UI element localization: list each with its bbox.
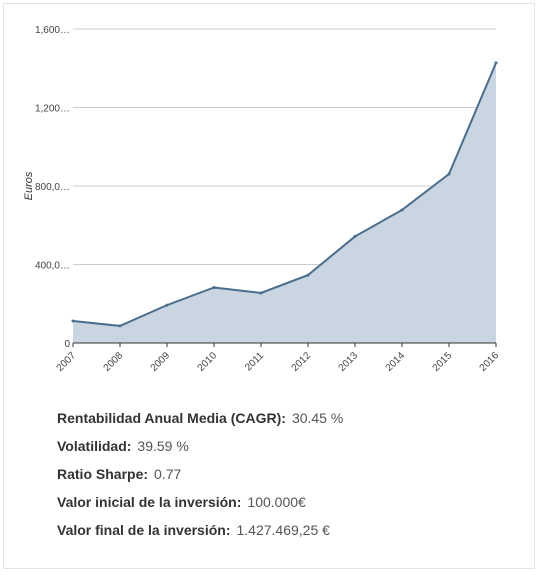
stat-value: 39.59 % (137, 438, 189, 454)
stat-label: Rentabilidad Anual Media (CAGR): (57, 410, 286, 426)
stat-cagr: Rentabilidad Anual Media (CAGR): 30.45 % (57, 408, 343, 436)
stat-value: 0.77 (154, 466, 182, 482)
data-point (71, 319, 75, 323)
x-tick-label: 2013 (337, 350, 361, 374)
x-tick-label: 2007 (55, 350, 79, 374)
data-point (259, 291, 263, 295)
stat-value: 30.45 % (291, 410, 344, 426)
x-tick-label: 2014 (384, 350, 408, 374)
chart-card: 0 400,0… 800,0… 1,200… 1,600… 2007 2008 2009 201… (3, 3, 535, 569)
stat-initial-value: Valor inicial de la inversión: 100.000€ (57, 492, 343, 520)
data-point (447, 172, 451, 176)
data-point (118, 324, 122, 328)
data-point (306, 273, 310, 277)
y-axis-label: Euros (23, 171, 35, 200)
x-tick-label: 2011 (243, 350, 266, 373)
y-tick-label: 1,200… (35, 104, 70, 115)
data-point (212, 285, 216, 289)
stat-label: Valor final de la inversión: (57, 522, 231, 538)
stat-volatility: Volatilidad: 39.59 % (57, 436, 343, 464)
stats-panel: Rentabilidad Anual Media (CAGR): 30.45 % … (57, 408, 343, 548)
x-tick-label: 2016 (478, 350, 502, 374)
data-point (353, 234, 357, 238)
x-tick-label: 2009 (149, 350, 173, 374)
area-chart: 0 400,0… 800,0… 1,200… 1,600… 2007 2008 2009 201… (23, 25, 502, 374)
data-point (400, 208, 404, 212)
area-fill (73, 62, 496, 343)
stat-final-value: Valor final de la inversión: 1.427.469,25… (57, 520, 343, 548)
y-tick-label: 1,600… (35, 25, 70, 36)
stat-label: Ratio Sharpe: (57, 466, 149, 482)
y-tick-label: 800,0… (35, 182, 70, 193)
x-tick-label: 2015 (431, 350, 455, 374)
stat-value: 1.427.469,25 € (236, 522, 330, 538)
series-line (72, 62, 497, 327)
x-tick-label: 2010 (196, 350, 220, 374)
y-tick-label: 0 (64, 339, 70, 350)
stat-label: Volatilidad: (57, 438, 132, 454)
stat-value: 100.000€ (247, 494, 306, 510)
data-point (494, 61, 498, 65)
data-point (165, 303, 169, 307)
y-tick-label: 400,0… (35, 261, 70, 272)
stat-label: Valor inicial de la inversión: (57, 494, 242, 510)
stat-sharpe: Ratio Sharpe: 0.77 (57, 464, 343, 492)
x-tick-label: 2012 (290, 350, 314, 374)
x-tick-label: 2008 (102, 350, 126, 374)
